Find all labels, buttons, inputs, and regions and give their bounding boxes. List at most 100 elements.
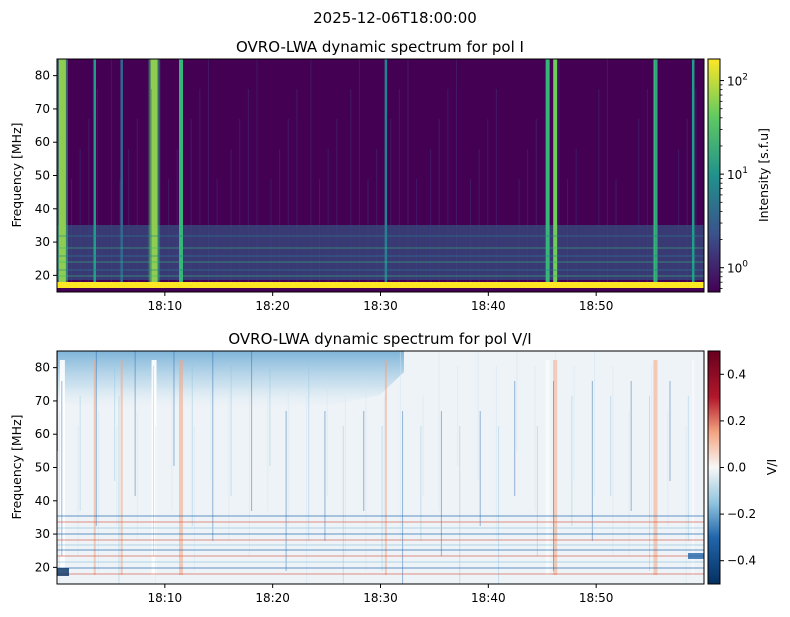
streak-pol-vi (306, 396, 308, 584)
burst-pol-i (384, 59, 388, 284)
burst-pol-vi (384, 360, 387, 575)
x-tick-label: 18:30 (363, 591, 398, 605)
streak-pol-i (646, 89, 648, 284)
streak-pol-i (527, 149, 529, 284)
streak-pol-i (487, 119, 489, 284)
streak-pol-i (96, 89, 98, 284)
streak-pol-vi (152, 366, 154, 556)
streak-pol-vi (420, 426, 422, 541)
streak-pol-vi (381, 426, 383, 571)
streak-pol-i (207, 59, 209, 284)
corner-patch-pol-vi (57, 568, 69, 576)
burst-pol-i (545, 59, 550, 284)
colorbar-tick-label: 0.2 (727, 414, 746, 428)
streak-pol-vi (667, 411, 669, 526)
streak-pol-vi (118, 396, 120, 584)
streak-pol-vi (553, 381, 555, 571)
streak-pol-i (430, 149, 432, 284)
x-tick-label: 18:40 (471, 299, 506, 313)
streak-pol-vi (383, 396, 385, 526)
corner-patch-pol-vi (688, 553, 704, 559)
streak-pol-vi (342, 426, 344, 584)
streak-pol-i (230, 149, 232, 284)
streak-pol-vi (555, 351, 557, 526)
x-tick-label: 18:20 (255, 299, 290, 313)
streak-pol-i (367, 179, 369, 284)
streak-pol-i (256, 59, 258, 284)
y-tick-label: 20 (35, 560, 50, 574)
streak-pol-i (287, 119, 289, 284)
streak-pol-vi (610, 396, 612, 496)
colorbar-label-pol-i: Intensity [s.f.u] (756, 128, 771, 222)
x-tick-label: 18:10 (148, 299, 183, 313)
y-tick-label: 70 (35, 102, 50, 116)
streak-pol-vi (365, 381, 367, 571)
y-tick-label: 80 (35, 69, 50, 83)
streak-pol-i (416, 179, 418, 284)
streak-pol-i (478, 149, 480, 284)
streak-pol-vi (687, 396, 689, 541)
burst-pol-vi (653, 360, 658, 575)
y-tick-label: 30 (35, 235, 50, 249)
streak-pol-vi (77, 426, 79, 556)
streak-pol-vi (628, 411, 630, 556)
burst-pol-i (179, 59, 184, 284)
streak-pol-vi (134, 351, 136, 496)
streak-pol-vi (514, 381, 516, 496)
streak-pol-vi (685, 426, 687, 584)
streak-pol-vi (479, 411, 481, 526)
streak-pol-i (638, 119, 640, 284)
y-axis-label-pol-i: Frequency [MHz] (9, 122, 24, 227)
streak-pol-vi (498, 426, 500, 584)
streak-pol-i (376, 149, 378, 284)
streak-pol-vi (228, 396, 230, 541)
band-lines-pol-i (57, 235, 704, 277)
panel-pol-i: OVRO-LWA dynamic spectrum for pol I 20 30… (9, 38, 771, 313)
streak-pol-vi (79, 396, 81, 511)
streak-pol-vi (193, 426, 195, 571)
streak-pol-vi (324, 411, 326, 541)
streak-pol-vi (114, 366, 116, 481)
x-tick-label: 18:50 (579, 591, 614, 605)
streak-pol-i (199, 89, 201, 284)
streak-pol-i (438, 119, 440, 284)
streak-pol-i (615, 179, 617, 284)
streak-pol-i (678, 149, 680, 284)
streak-pol-vi (516, 351, 518, 451)
colorbar-tick-label: 101 (727, 166, 748, 182)
streak-pol-i (470, 179, 472, 284)
streak-pol-i (176, 149, 178, 284)
x-axis-ticks-pol-vi: 18:10 18:20 18:30 18:40 18:50 (148, 584, 614, 605)
heatmap-lowfreq-haze-pol-i (57, 225, 704, 280)
streak-pol-i (279, 149, 281, 284)
streak-pol-vi (171, 381, 173, 511)
streak-pol-vi (534, 366, 536, 511)
streak-pol-vi (61, 381, 63, 556)
y-tick-label: 80 (35, 361, 50, 375)
heatmap-blue-region-pol-vi (57, 351, 404, 410)
streak-pol-vi (210, 381, 212, 481)
streak-pol-i (79, 149, 81, 284)
streak-pol-i (455, 59, 457, 284)
streak-pol-i (270, 179, 272, 284)
streak-pol-vi (495, 366, 497, 541)
y-tick-label: 70 (35, 394, 50, 408)
x-tick-label: 18:50 (579, 299, 614, 313)
streak-pol-vi (116, 426, 118, 526)
streak-pol-vi (649, 396, 651, 571)
streak-pol-vi (267, 396, 269, 511)
y-axis-label-pol-vi: Frequency [MHz] (9, 414, 24, 519)
y-tick-label: 50 (35, 461, 50, 475)
y-tick-label: 60 (35, 427, 50, 441)
streak-pol-vi (326, 381, 328, 496)
streak-pol-vi (95, 351, 97, 526)
streak-pol-vi (651, 366, 653, 526)
streak-pol-vi (459, 426, 461, 584)
streak-pol-vi (191, 366, 193, 526)
panel-title-pol-i: OVRO-LWA dynamic spectrum for pol I (236, 38, 524, 56)
low-frequency-band-pol-i (57, 282, 704, 288)
burst-pol-vi (692, 360, 695, 575)
streak-pol-vi (422, 396, 424, 496)
burst-pol-vi (553, 360, 558, 575)
streak-pol-i (606, 59, 608, 284)
